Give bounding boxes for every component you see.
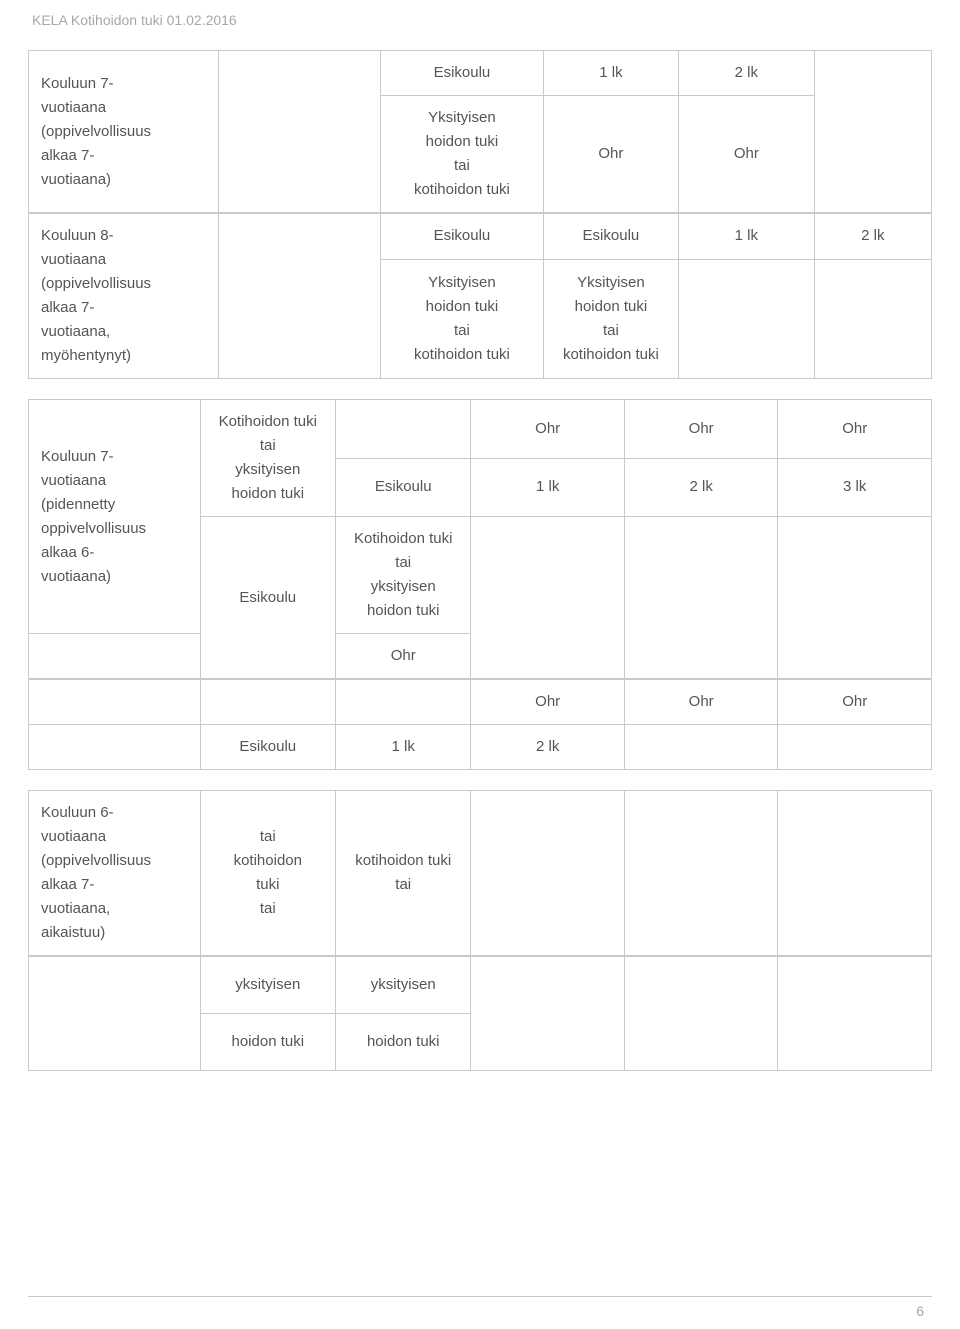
table-block-1: Kouluun 7- vuotiaana (oppivelvollisuus a… [28,50,932,213]
spacer [28,379,932,399]
row-header: Kouluun 6- vuotiaana (oppivelvollisuus a… [29,791,201,956]
cell-esikoulu: Esikoulu [543,214,678,260]
table-block-4: Ohr Ohr Ohr Esikoulu 1 lk 2 lk [28,679,932,770]
table-block-6: yksityisen yksityisen hoidon tuki hoidon… [28,956,932,1071]
cell-yksityisen: Yksityisen hoidon tuki tai kotihoidon tu… [381,259,544,378]
cell-lk1: 1 lk [471,458,625,517]
empty-cell [29,680,201,725]
cell-hoidon: hoidon tuki [200,1014,335,1071]
cell-koti-tai: kotihoidon tuki tai [336,791,471,956]
empty-cell [200,680,335,725]
spacer [28,770,932,790]
cell-lk2: 2 lk [471,725,625,770]
cell-esikoulu: Esikoulu [381,51,544,96]
empty-cell [814,51,931,213]
table-block-5: Kouluun 6- vuotiaana (oppivelvollisuus a… [28,790,932,956]
cell-lk2: 2 lk [679,51,814,96]
empty-cell [624,517,778,679]
empty-cell [679,259,814,378]
row-header: Kouluun 7- vuotiaana (oppivelvollisuus a… [29,51,219,213]
empty-cell [29,725,201,770]
table-row: Kouluun 7- vuotiaana (pidennetty oppivel… [29,400,932,459]
cell-tai-koti: tai kotihoidon tuki tai [200,791,335,956]
empty-cell [336,680,471,725]
cell-ohr: Ohr [543,96,678,213]
empty-cell [778,517,932,679]
cell-yksityisen: Yksityisen hoidon tuki tai kotihoidon tu… [543,259,678,378]
cell-hoidon: hoidon tuki [336,1014,471,1071]
cell-kotihoidon: Kotihoidon tuki tai yksityisen hoidon tu… [200,400,335,517]
row-header: Kouluun 7- vuotiaana (pidennetty oppivel… [29,400,201,634]
empty-cell [778,725,932,770]
cell-lk1: 1 lk [543,51,678,96]
empty-cell [29,634,201,679]
cell-lk2: 2 lk [624,458,778,517]
empty-cell [218,51,381,213]
empty-cell [778,791,932,956]
empty-cell [29,957,201,1071]
empty-cell [471,517,625,679]
footer-divider [28,1296,932,1297]
cell-esikoulu: Esikoulu [200,725,335,770]
cell-ohr: Ohr [624,680,778,725]
table-row: Kouluun 8- vuotiaana (oppivelvollisuus a… [29,214,932,260]
cell-esikoulu: Esikoulu [200,517,335,679]
empty-cell [778,957,932,1071]
table-row: Kouluun 7- vuotiaana (oppivelvollisuus a… [29,51,932,96]
table-row: Kouluun 6- vuotiaana (oppivelvollisuus a… [29,791,932,956]
empty-cell [471,791,625,956]
empty-cell [624,957,778,1071]
cell-lk3: 3 lk [778,458,932,517]
cell-esikoulu: Esikoulu [381,214,544,260]
empty-cell [336,400,471,459]
empty-cell [624,725,778,770]
empty-cell [218,214,381,379]
cell-ohr: Ohr [778,680,932,725]
cell-ohr: Ohr [336,634,471,679]
cell-ohr: Ohr [778,400,932,459]
table-block-2: Kouluun 8- vuotiaana (oppivelvollisuus a… [28,213,932,379]
cell-ohr: Ohr [471,680,625,725]
cell-lk2: 2 lk [814,214,931,260]
table-block-3: Kouluun 7- vuotiaana (pidennetty oppivel… [28,399,932,679]
cell-ohr: Ohr [471,400,625,459]
empty-cell [624,791,778,956]
cell-ohr: Ohr [679,96,814,213]
cell-esikoulu: Esikoulu [336,458,471,517]
table-row: yksityisen yksityisen [29,957,932,1014]
table-row: Esikoulu 1 lk 2 lk [29,725,932,770]
cell-lk1: 1 lk [336,725,471,770]
empty-cell [814,259,931,378]
table-row: Ohr Ohr Ohr [29,680,932,725]
page-header: KELA Kotihoidon tuki 01.02.2016 [28,12,932,28]
cell-lk1: 1 lk [679,214,814,260]
page-container: KELA Kotihoidon tuki 01.02.2016 Kouluun … [0,0,960,1329]
row-header: Kouluun 8- vuotiaana (oppivelvollisuus a… [29,214,219,379]
empty-cell [471,957,625,1071]
cell-ohr: Ohr [624,400,778,459]
cell-kotihoidon: Kotihoidon tuki tai yksityisen hoidon tu… [336,517,471,634]
page-number: 6 [916,1303,924,1319]
cell-yksityisen: yksityisen [200,957,335,1014]
cell-yksityisen: Yksityisen hoidon tuki tai kotihoidon tu… [381,96,544,213]
cell-yksityisen: yksityisen [336,957,471,1014]
